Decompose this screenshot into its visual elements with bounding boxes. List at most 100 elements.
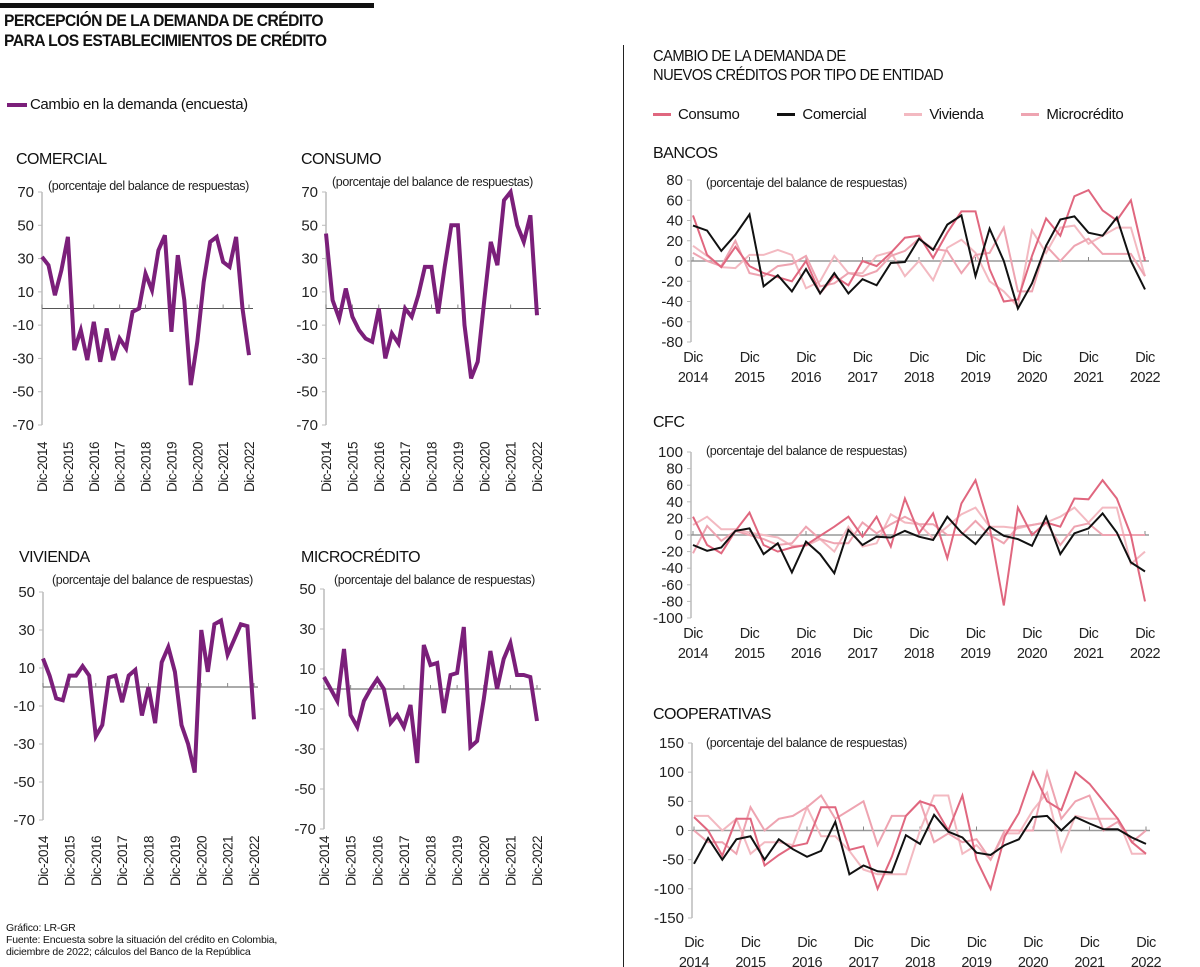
y-tick-label: -40 [661,294,683,311]
series-line-vivienda [692,224,1146,309]
x-tick-label-month: Dic [853,350,873,366]
y-tick-label: 0 [675,527,683,544]
x-tick-label-year: 2019 [960,646,991,662]
x-tick-label: Dic 2017 [847,626,878,662]
y-tick-label: -50 [662,852,684,869]
x-tick-label: Dic-2020 [194,836,209,886]
x-tick-label: Dic 2015 [735,935,766,967]
x-tick-label: Dic 2015 [734,350,765,386]
x-tick-label: Dic-2020 [190,442,205,492]
x-tick-label: Dic-2015 [345,442,360,492]
series-line-cambio-en-la-demanda-encuesta- [322,626,539,764]
series-line-consumo [692,188,1146,303]
x-tick-label: Dic-2016 [370,836,385,886]
x-tick-label-month: Dic [909,350,929,366]
column-divider [623,45,624,967]
x-tick-label: Dic 2021 [1073,350,1104,386]
series-line-microcrédito [692,515,1145,554]
y-tick-label: -80 [661,334,683,351]
y-tick-label: 30 [301,251,318,268]
x-tick-label-year: 2019 [961,955,992,967]
legend-swatch [653,113,671,116]
legend-item-comercial: Comercial [777,106,867,123]
x-tick-label-year: 2020 [1017,370,1048,386]
x-tick-label: Dic-2014 [319,441,334,492]
x-tick-label: Dic-2017 [113,442,128,492]
x-tick-label-month: Dic [909,626,929,642]
y-tick-label: 80 [666,461,683,478]
y-tick-label: -20 [661,273,683,290]
x-tick-label: Dic-2014 [35,441,50,492]
x-tick-label: Dic-2022 [530,442,545,492]
x-tick-label: Dic-2015 [344,836,359,886]
y-tick-label: -150 [654,910,684,927]
series-line-cambio-en-la-demanda-encuesta- [324,187,539,380]
x-tick-label: Dic 2016 [791,350,822,386]
chart-microcrédito: 50 30 10 -10 -30 -50 -70 (porcentaje del balanc… [294,573,545,886]
y-tick-label: -100 [653,610,683,627]
source-line2: diciembre de 2022; cálculos del Banco de… [6,946,251,958]
x-tick-label-month: Dic [740,626,760,642]
x-tick-label-year: 2016 [792,955,823,967]
y-tick-label: -50 [294,781,316,798]
y-tick-label: 0 [675,253,683,270]
x-tick-label: Dic 2021 [1073,626,1104,662]
series-line-cambio-en-la-demanda-encuesta- [41,617,256,773]
x-tick-label: Dic 2014 [678,626,709,662]
x-tick-label-month: Dic [1022,626,1042,642]
x-tick-label-year: 2015 [735,955,766,967]
series-line-comercial [692,211,1146,312]
y-tick-label: 30 [17,251,34,268]
x-tick-label: Dic 2017 [847,350,878,386]
y-tick-label: 40 [666,213,683,230]
x-tick-label: Dic-2018 [142,836,157,886]
y-tick-label: 20 [666,233,683,250]
y-tick-label: 100 [658,444,683,461]
y-tick-label: -10 [296,317,318,334]
x-tick-label-month: Dic [1135,626,1155,642]
right-title-line2: NUEVOS CRÉDITOS POR TIPO DE ENTIDAD [653,67,944,84]
legend-label: Consumo [678,106,740,123]
legend-label: Comercial [802,106,867,123]
y-tick-label: 30 [18,622,35,639]
chart-title-cooperativas: COOPERATIVAS [653,706,771,723]
x-tick-label-month: Dic [796,626,816,642]
x-tick-label: Dic-2019 [164,442,179,492]
source-note: Gráfico: LR-GR Fuente: Encuesta sobre la… [6,922,277,958]
x-tick-label: Dic-2016 [372,442,387,492]
y-tick-label: 50 [299,581,316,598]
legend-label: Cambio en la demanda (encuesta) [30,96,248,113]
legend-swatch [777,113,796,116]
y-tick-label: -20 [661,544,683,561]
chart-comercial: 70 50 30 10 -10 -30 -50 -70 (porcentaje del bala… [12,179,257,492]
y-tick-label: 20 [666,510,683,527]
left-legend: Cambio en la demanda (encuesta) [7,96,248,113]
x-tick-label-month: Dic [1136,935,1156,951]
legend-label: Microcrédito [1046,106,1124,123]
series-line-comercial [692,511,1146,576]
x-tick-label: Dic-2022 [247,836,262,886]
y-tick-label: -40 [661,560,683,577]
y-tick-label: 10 [17,284,34,301]
y-tick-label: 70 [301,184,318,201]
x-tick-label-year: 2022 [1130,646,1161,662]
y-tick-label: -80 [661,593,683,610]
chart-bancos: 80 60 40 20 0 -20 -40 -60 -80 (porcentaje del bal… [661,172,1161,386]
x-tick-label-year: 2014 [679,955,710,967]
x-tick-label: Dic 2019 [960,350,991,386]
x-tick-label: Dic 2016 [791,626,822,662]
x-tick-label: Dic 2019 [960,626,991,662]
x-tick-label: Dic-2017 [115,836,130,886]
y-axis-label: (porcentaje del balance de respuestas) [706,736,907,750]
x-tick-label-month: Dic [966,626,986,642]
main-title-line2: PARA LOS ESTABLECIMIENTOS DE CRÉDITO [4,31,327,50]
y-tick-label: -70 [12,417,34,434]
legend-swatch-purple [7,102,27,107]
y-tick-label: -60 [661,314,683,331]
x-tick-label-month: Dic [1135,350,1155,366]
chart-title-vivienda: VIVIENDA [19,549,90,566]
x-tick-label: Dic 2018 [905,935,936,967]
series-line-vivienda [694,790,1146,876]
series-line-cambio-en-la-demanda-encuesta- [40,233,251,386]
